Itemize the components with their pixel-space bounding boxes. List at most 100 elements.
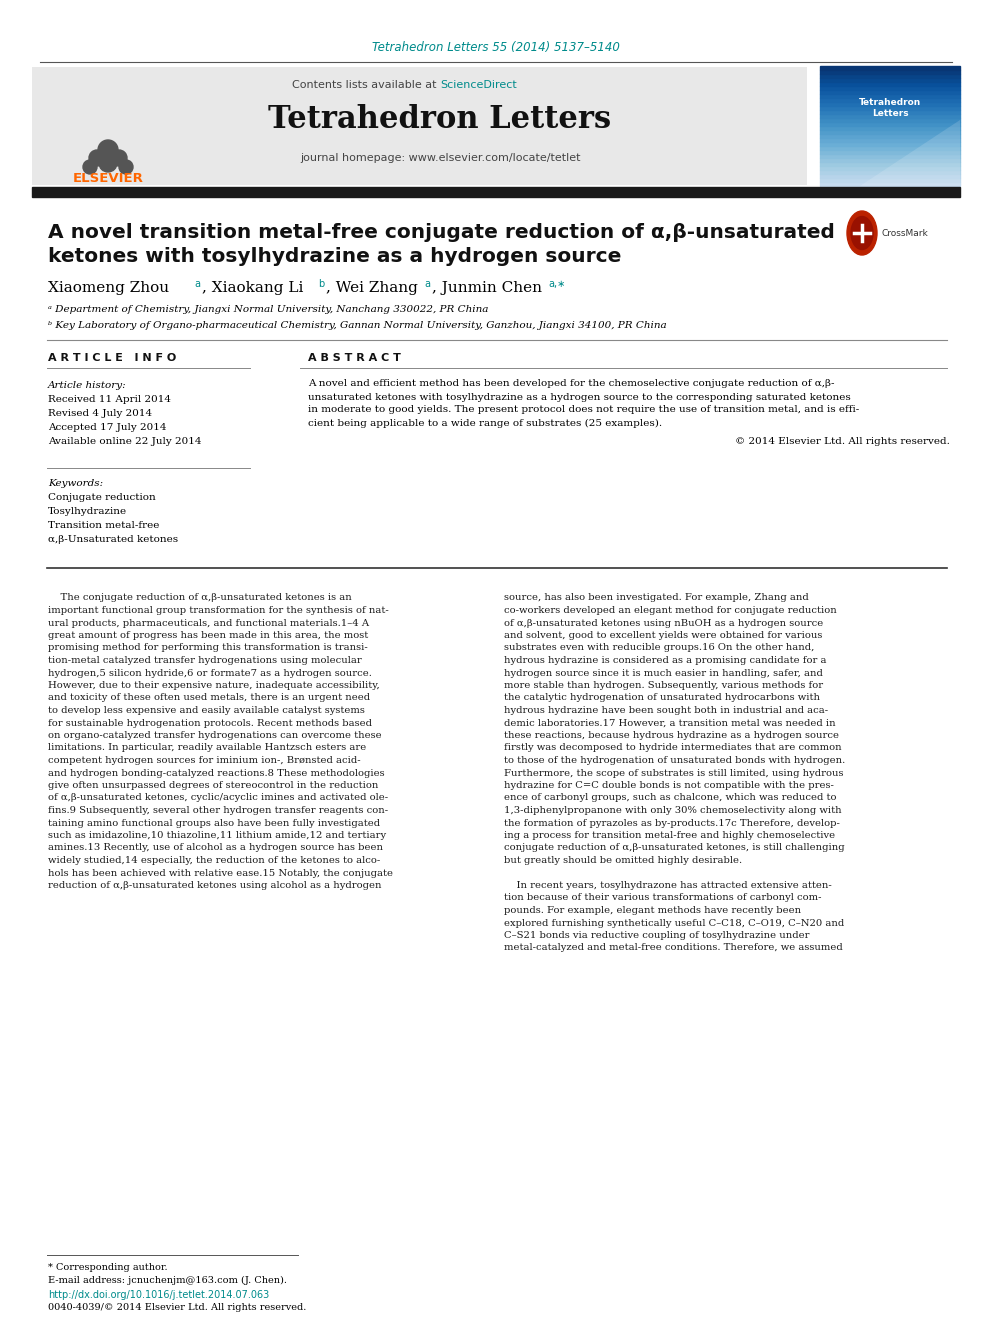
Text: demic laboratories.17 However, a transition metal was needed in: demic laboratories.17 However, a transit… [504,718,835,728]
Text: a,∗: a,∗ [548,279,565,288]
Text: ing a process for transition metal-free and highly chemoselective: ing a process for transition metal-free … [504,831,835,840]
Bar [820,82,960,86]
Text: explored furnishing synthetically useful C–C18, C–O19, C–N20 and: explored furnishing synthetically useful… [504,918,844,927]
Text: hydrogen source since it is much easier in handling, safer, and: hydrogen source since it is much easier … [504,668,823,677]
Bar [820,126,960,130]
Text: However, due to their expensive nature, inadequate accessibility,: However, due to their expensive nature, … [48,681,380,691]
Text: of α,β-unsaturated ketones using nBuOH as a hydrogen source: of α,β-unsaturated ketones using nBuOH a… [504,618,823,627]
Polygon shape [860,120,960,187]
Bar [820,102,960,106]
Text: tion-metal catalyzed transfer hydrogenations using molecular: tion-metal catalyzed transfer hydrogenat… [48,656,362,665]
Text: α,β-Unsaturated ketones: α,β-Unsaturated ketones [48,536,179,545]
Text: Xiaomeng Zhou: Xiaomeng Zhou [48,280,169,295]
Text: http://dx.doi.org/10.1016/j.tetlet.2014.07.063: http://dx.doi.org/10.1016/j.tetlet.2014.… [48,1290,269,1301]
Bar [820,153,960,157]
Text: Available online 22 July 2014: Available online 22 July 2014 [48,438,201,446]
Ellipse shape [847,210,877,255]
Text: Tetrahedron Letters 55 (2014) 5137–5140: Tetrahedron Letters 55 (2014) 5137–5140 [372,41,620,54]
Bar [820,165,960,169]
Bar [32,67,807,185]
Text: to develop less expensive and easily available catalyst systems: to develop less expensive and easily ava… [48,706,365,714]
Bar [820,179,960,183]
Text: these reactions, because hydrous hydrazine as a hydrogen source: these reactions, because hydrous hydrazi… [504,732,839,740]
Text: ural products, pharmaceuticals, and functional materials.1–4 A: ural products, pharmaceuticals, and func… [48,618,369,627]
Text: Tosylhydrazine: Tosylhydrazine [48,508,127,516]
Text: in moderate to good yields. The present protocol does not require the use of tra: in moderate to good yields. The present … [308,406,859,414]
Text: hols has been achieved with relative ease.15 Notably, the conjugate: hols has been achieved with relative eas… [48,868,393,877]
Bar [820,175,960,179]
Text: a: a [424,279,430,288]
Text: Article history:: Article history: [48,381,127,390]
Text: tion because of their various transformations of carbonyl com-: tion because of their various transforma… [504,893,821,902]
Bar [820,70,960,74]
Text: A novel and efficient method has been developed for the chemoselective conjugate: A novel and efficient method has been de… [308,380,834,389]
Circle shape [89,149,105,165]
Bar [820,142,960,146]
Text: amines.13 Recently, use of alcohol as a hydrogen source has been: amines.13 Recently, use of alcohol as a … [48,844,383,852]
Text: * Corresponding author.: * Corresponding author. [48,1262,168,1271]
Text: Conjugate reduction: Conjugate reduction [48,493,156,503]
Bar [820,183,960,187]
Text: hydrogen,5 silicon hydride,6 or formate7 as a hydrogen source.: hydrogen,5 silicon hydride,6 or formate7… [48,668,372,677]
Circle shape [119,160,133,175]
Bar [820,157,960,161]
Text: CrossMark: CrossMark [882,229,929,238]
Text: firstly was decomposed to hydride intermediates that are common: firstly was decomposed to hydride interm… [504,744,841,753]
Text: ketones with tosylhydrazine as a hydrogen source: ketones with tosylhydrazine as a hydroge… [48,246,621,266]
Text: A B S T R A C T: A B S T R A C T [308,353,401,363]
Text: Received 11 April 2014: Received 11 April 2014 [48,396,171,405]
Bar [820,146,960,149]
Text: hydrous hydrazine have been sought both in industrial and aca-: hydrous hydrazine have been sought both … [504,706,828,714]
Text: , Xiaokang Li: , Xiaokang Li [202,280,304,295]
Text: competent hydrogen sources for iminium ion-, Brønsted acid-: competent hydrogen sources for iminium i… [48,755,361,765]
Text: and solvent, good to excellent yields were obtained for various: and solvent, good to excellent yields we… [504,631,822,640]
Bar [820,67,960,187]
Text: hydrous hydrazine is considered as a promising candidate for a: hydrous hydrazine is considered as a pro… [504,656,826,665]
Text: Accepted 17 July 2014: Accepted 17 July 2014 [48,423,167,433]
Circle shape [111,149,127,165]
Text: more stable than hydrogen. Subsequently, various methods for: more stable than hydrogen. Subsequently,… [504,681,823,691]
Bar [820,106,960,110]
Text: Tetrahedron Letters: Tetrahedron Letters [269,105,611,135]
Text: , Junmin Chen: , Junmin Chen [432,280,542,295]
Text: but greatly should be omitted highly desirable.: but greatly should be omitted highly des… [504,856,742,865]
Text: source, has also been investigated. For example, Zhang and: source, has also been investigated. For … [504,594,808,602]
Text: journal homepage: www.elsevier.com/locate/tetlet: journal homepage: www.elsevier.com/locat… [300,153,580,163]
Bar [820,138,960,142]
Text: Transition metal-free: Transition metal-free [48,521,160,531]
Text: pounds. For example, elegant methods have recently been: pounds. For example, elegant methods hav… [504,906,802,916]
Text: cient being applicable to a wide range of substrates (25 examples).: cient being applicable to a wide range o… [308,418,662,427]
Circle shape [83,160,97,175]
Bar [820,110,960,114]
Bar [34,69,182,183]
Text: of α,β-unsaturated ketones, cyclic/acyclic imines and activated ole-: of α,β-unsaturated ketones, cyclic/acycl… [48,794,388,803]
Text: such as imidazoline,10 thiazoline,11 lithium amide,12 and tertiary: such as imidazoline,10 thiazoline,11 lit… [48,831,386,840]
Text: reduction of α,β-unsaturated ketones using alcohol as a hydrogen: reduction of α,β-unsaturated ketones usi… [48,881,382,890]
Bar [820,114,960,118]
Text: the formation of pyrazoles as by-products.17c Therefore, develop-: the formation of pyrazoles as by-product… [504,819,840,827]
Text: limitations. In particular, readily available Hantzsch esters are: limitations. In particular, readily avai… [48,744,366,753]
Text: ence of carbonyl groups, such as chalcone, which was reduced to: ence of carbonyl groups, such as chalcon… [504,794,836,803]
Text: 1,3-diphenylpropanone with only 30% chemoselectivity along with: 1,3-diphenylpropanone with only 30% chem… [504,806,841,815]
Bar [820,74,960,78]
Text: A R T I C L E   I N F O: A R T I C L E I N F O [48,353,177,363]
Text: Tetrahedron
Letters: Tetrahedron Letters [859,98,922,118]
Text: unsaturated ketones with tosylhydrazine as a hydrogen source to the correspondin: unsaturated ketones with tosylhydrazine … [308,393,851,401]
Text: on organo-catalyzed transfer hydrogenations can overcome these: on organo-catalyzed transfer hydrogenati… [48,732,382,740]
Text: A novel transition metal-free conjugate reduction of α,β-unsaturated: A novel transition metal-free conjugate … [48,224,835,242]
Text: Keywords:: Keywords: [48,479,103,488]
Text: co-workers developed an elegant method for conjugate reduction: co-workers developed an elegant method f… [504,606,836,615]
Text: The conjugate reduction of α,β-unsaturated ketones is an: The conjugate reduction of α,β-unsaturat… [48,594,352,602]
Bar [820,130,960,134]
Text: Revised 4 July 2014: Revised 4 July 2014 [48,410,152,418]
Bar [105,152,111,168]
Text: promising method for performing this transformation is transi-: promising method for performing this tra… [48,643,368,652]
Text: the catalytic hydrogenation of unsaturated hydrocarbons with: the catalytic hydrogenation of unsaturat… [504,693,820,703]
Text: taining amino functional groups also have been fully investigated: taining amino functional groups also hav… [48,819,380,827]
Text: ELSEVIER: ELSEVIER [72,172,144,184]
Bar [820,98,960,102]
Text: ᵇ Key Laboratory of Organo-pharmaceutical Chemistry, Gannan Normal University, G: ᵇ Key Laboratory of Organo-pharmaceutica… [48,320,667,329]
Bar [32,187,960,197]
Text: E-mail address: jcnuchenjm@163.com (J. Chen).: E-mail address: jcnuchenjm@163.com (J. C… [48,1275,287,1285]
Bar [820,94,960,98]
